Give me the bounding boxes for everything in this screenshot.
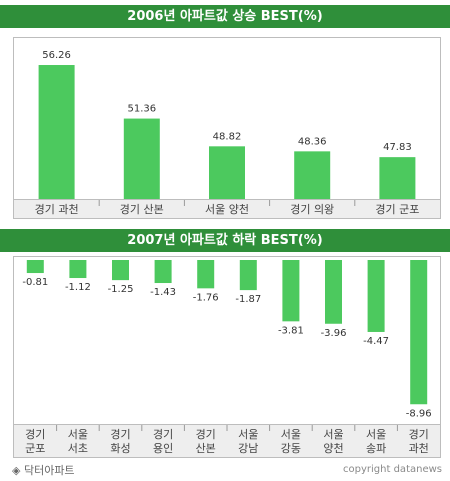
chart2-svg: -0.81 -1.12 -1.25 -1.43 -1.76 -1.87 -3.81 -3.96… bbox=[22, 260, 432, 419]
category-label-line1: 서울 bbox=[281, 428, 301, 441]
chart1-svg: 56.26 51.36 48.82 48.36 47.83 bbox=[38, 50, 416, 199]
chart2-title: 2007년 아파트값 하락 BEST(%) bbox=[0, 229, 450, 252]
category-label-line2: 산본 bbox=[196, 442, 216, 455]
category-label: 경기 의왕 bbox=[290, 203, 334, 216]
bar bbox=[209, 146, 245, 199]
value-label: -1.76 bbox=[193, 292, 219, 303]
bar bbox=[112, 260, 129, 281]
bar bbox=[197, 260, 215, 289]
bar bbox=[379, 157, 416, 199]
value-label: -3.81 bbox=[278, 325, 304, 336]
category-label-line2: 군포 bbox=[25, 442, 45, 455]
value-label: -0.81 bbox=[22, 277, 48, 288]
bar bbox=[410, 260, 428, 405]
bar bbox=[367, 260, 385, 332]
category-label: 경기 산본 bbox=[120, 203, 164, 216]
copyright-label: copyright datanews bbox=[343, 464, 442, 475]
bar bbox=[123, 118, 160, 199]
value-label: 56.26 bbox=[42, 50, 71, 61]
value-label: -3.96 bbox=[321, 328, 347, 339]
value-label: -8.96 bbox=[406, 408, 432, 419]
bar bbox=[26, 260, 44, 274]
category-label-line2: 과천 bbox=[409, 441, 429, 455]
category-label-line2: 화성 bbox=[110, 442, 130, 455]
category-label-line1: 경기 bbox=[153, 428, 173, 441]
chart2-axis: 경기 군포 서울 서초 경기 화성 경기 용인 경기 산본 서울 강남 서울 강동 서울 양천 서울 송파 경기 과천 bbox=[13, 425, 441, 458]
category-label-line1: 서울 bbox=[366, 428, 386, 441]
bar bbox=[325, 260, 342, 324]
category-label: 경기 군포 bbox=[375, 203, 419, 216]
source-label: ◈ 닥터아파트 bbox=[12, 464, 75, 477]
category-label-line1: 경기 bbox=[110, 428, 130, 441]
chart1-title: 2006년 아파트값 상승 BEST(%) bbox=[0, 5, 450, 28]
chart1-xaxis-svg: 경기 과천 경기 산본 서울 양천 경기 의왕 경기 군포 bbox=[35, 200, 419, 216]
value-label: -1.87 bbox=[235, 294, 261, 305]
chart1-axis: 경기 과천 경기 산본 서울 양천 경기 의왕 경기 군포 bbox=[13, 200, 441, 219]
category-label-line2: 송파 bbox=[366, 442, 386, 455]
bar bbox=[69, 260, 87, 279]
category-label-line1: 서울 bbox=[68, 428, 88, 441]
category-label-line2: 강동 bbox=[281, 442, 301, 455]
category-label-line2: 서초 bbox=[68, 442, 88, 455]
value-label: 47.83 bbox=[383, 142, 412, 153]
value-label: 48.36 bbox=[298, 136, 327, 147]
value-label: -1.43 bbox=[150, 287, 176, 298]
value-label: -1.12 bbox=[65, 282, 91, 293]
category-label-line1: 경기 bbox=[409, 428, 429, 441]
category-label-line1: 서울 bbox=[323, 428, 343, 441]
chart2-plot: -0.81 -1.12 -1.25 -1.43 -1.76 -1.87 -3.81 -3.96… bbox=[13, 256, 441, 425]
bar bbox=[154, 260, 172, 284]
bar bbox=[294, 151, 331, 199]
value-label: -1.25 bbox=[108, 284, 134, 295]
bar bbox=[38, 65, 75, 199]
value-label: 48.82 bbox=[213, 131, 242, 142]
category-label-line2: 강남 bbox=[238, 442, 258, 455]
category-label-line2: 용인 bbox=[153, 442, 173, 455]
category-label: 경기 과천 bbox=[35, 202, 79, 216]
category-label-line1: 경기 bbox=[196, 428, 216, 441]
value-label: 51.36 bbox=[127, 104, 156, 115]
bar bbox=[239, 260, 257, 291]
bar bbox=[282, 260, 300, 322]
chart1-plot: 56.26 51.36 48.82 48.36 47.83 bbox=[13, 37, 441, 200]
category-label: 서울 양천 bbox=[205, 202, 249, 216]
category-label-line1: 서울 bbox=[238, 428, 258, 441]
value-label: -4.47 bbox=[363, 336, 389, 347]
category-label-line2: 양천 bbox=[323, 441, 343, 455]
category-label-line1: 경기 bbox=[25, 428, 45, 441]
